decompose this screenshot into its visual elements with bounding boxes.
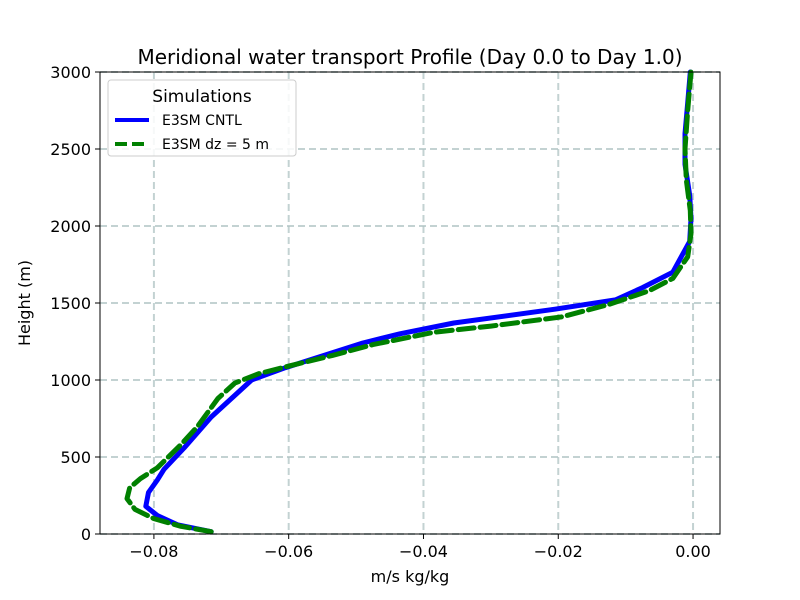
y-tick-label: 0 [81,525,91,544]
legend-label-e3sm-dz5: E3SM dz = 5 m [162,137,269,153]
y-axis-label: Height (m) [15,260,34,346]
y-tick-label: 500 [60,448,91,467]
y-tick-label: 3000 [50,63,91,82]
chart-title: Meridional water transport Profile (Day … [137,45,682,69]
legend-box [107,79,297,157]
y-tick-label: 2000 [50,217,91,236]
y-tick-label: 2500 [50,140,91,159]
x-tick-label: 0.00 [675,542,711,561]
legend-label-e3sm-cntl: E3SM CNTL [162,113,242,129]
y-tick-label: 1000 [50,371,91,390]
legend: Simulations E3SM CNTL E3SM dz = 5 m [107,79,297,157]
series-layer [124,69,694,535]
x-tick-label: −0.08 [129,542,178,561]
x-tick-label: −0.04 [399,542,448,561]
tick-layer: −0.08 −0.06 −0.04 −0.02 0.00 0 500 1000 1500 2000… [50,63,711,561]
legend-title: Simulations [152,87,252,107]
x-tick-label: −0.02 [534,542,583,561]
y-tick-label: 1500 [50,294,91,313]
x-tick-label: −0.06 [264,542,313,561]
series-line-e3sm-dz5 [124,69,694,535]
x-axis-label: m/s kg/kg [371,567,450,586]
